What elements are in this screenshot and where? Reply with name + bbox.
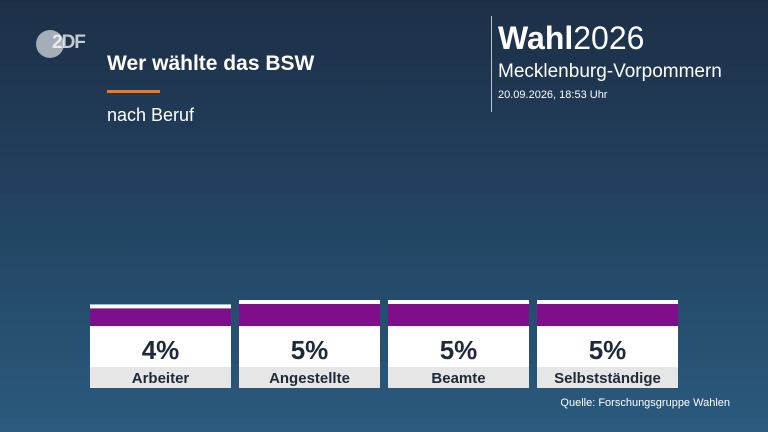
category-label-bg [388, 367, 529, 388]
chart-subtitle: nach Beruf [107, 105, 195, 125]
bar [239, 304, 380, 326]
bar-value-label: 4% [142, 335, 180, 365]
bar-value-label: 5% [440, 335, 478, 365]
timestamp: 20.09.2026, 18:53 Uhr [498, 89, 608, 101]
brand-year: 2026 [573, 20, 645, 56]
bar-value-label: 5% [291, 335, 329, 365]
title-accent-line [107, 90, 160, 93]
bar [388, 304, 529, 326]
bar [90, 308, 231, 326]
category-label: Selbstständige [554, 370, 661, 387]
category-label: Arbeiter [132, 370, 190, 387]
category-label-bg [90, 367, 231, 388]
header-divider [491, 16, 492, 112]
source-note: Quelle: Forschungsgruppe Wahlen [560, 397, 730, 409]
zdf-logo-text: 2DF [52, 32, 86, 53]
zdf-logo-icon [36, 30, 64, 58]
election-brand: Wahl2026 [498, 20, 644, 56]
bar-value-label: 5% [589, 335, 627, 365]
chart-title: Wer wählte das BSW [107, 52, 315, 75]
brand-word: Wahl [498, 20, 574, 56]
bar [537, 304, 678, 326]
category-label-bg [537, 367, 678, 388]
category-label-bg [239, 367, 380, 388]
category-label: Angestellte [269, 370, 350, 387]
region-name: Mecklenburg-Vorpommern [498, 61, 722, 82]
category-label: Beamte [431, 370, 485, 387]
